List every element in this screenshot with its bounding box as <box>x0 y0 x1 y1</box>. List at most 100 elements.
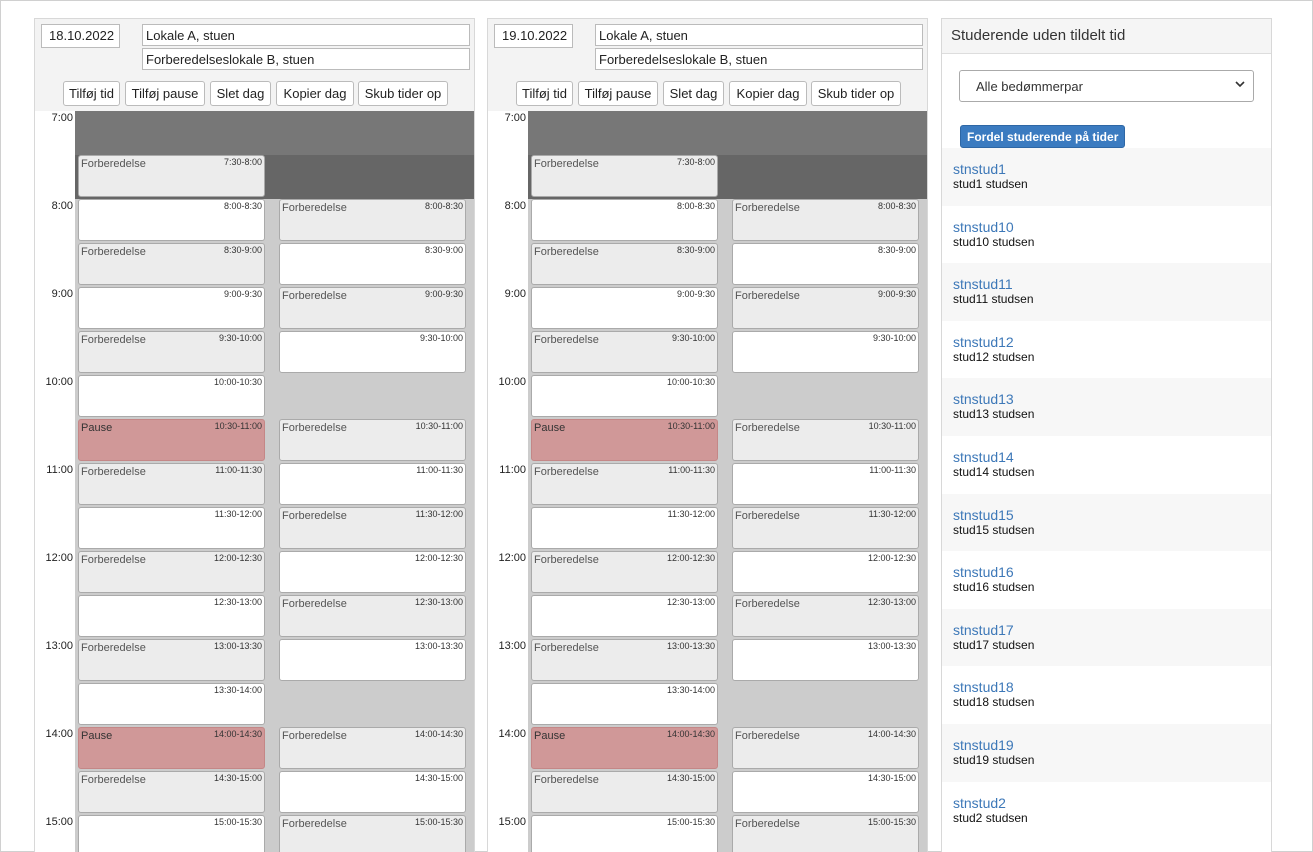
time-slot[interactable]: 9:00-9:30 <box>78 287 265 329</box>
preparation-slot[interactable]: Forberedelse 11:00-11:30 <box>531 463 718 505</box>
add-time-button[interactable]: Tilføj tid <box>63 81 120 106</box>
preparation-slot[interactable]: Forberedelse 9:00-9:30 <box>279 287 466 329</box>
preparation-slot[interactable]: Forberedelse 14:00-14:30 <box>279 727 466 769</box>
time-slot[interactable]: 10:00-10:30 <box>531 375 718 417</box>
student-list-item[interactable]: stnstud2 stud2 studsen <box>942 782 1271 840</box>
time-slot[interactable]: 11:00-11:30 <box>732 463 919 505</box>
time-slot[interactable]: 9:00-9:30 <box>531 287 718 329</box>
student-username-link[interactable]: stnstud13 <box>953 391 1014 408</box>
student-list-item[interactable]: stnstud16 stud16 studsen <box>942 551 1271 609</box>
preparation-slot[interactable]: Forberedelse 14:00-14:30 <box>732 727 919 769</box>
assign-students-button[interactable]: Fordel studerende på tider <box>960 125 1126 148</box>
add-pause-button[interactable]: Tilføj pause <box>125 81 205 106</box>
preparation-slot[interactable]: Forberedelse 12:00-12:30 <box>531 551 718 593</box>
time-slot[interactable]: 14:30-15:00 <box>732 771 919 813</box>
time-slot[interactable]: 13:30-14:00 <box>531 683 718 725</box>
room-input-2[interactable]: Forberedelseslokale B, stuen <box>595 48 923 70</box>
delete-day-button[interactable]: Slet dag <box>210 81 271 106</box>
add-pause-button[interactable]: Tilføj pause <box>578 81 658 106</box>
time-slot[interactable]: 8:00-8:30 <box>78 199 265 241</box>
time-slot[interactable]: 8:30-9:00 <box>279 243 466 285</box>
time-slot[interactable]: 8:30-9:00 <box>732 243 919 285</box>
delete-day-button[interactable]: Slet dag <box>663 81 724 106</box>
time-slot[interactable]: 15:00-15:30 <box>78 815 265 852</box>
student-list-item[interactable]: stnstud17 stud17 studsen <box>942 608 1271 667</box>
time-slot[interactable]: 13:30-14:00 <box>78 683 265 725</box>
student-list-item[interactable]: stnstud11 stud11 studsen <box>942 263 1271 321</box>
student-username-link[interactable]: stnstud12 <box>953 333 1014 350</box>
student-username-link[interactable]: stnstud2 <box>953 794 1006 811</box>
student-list-item[interactable]: stnstud13 stud13 studsen <box>942 378 1271 436</box>
student-username-link[interactable]: stnstud11 <box>953 276 1013 293</box>
student-list-item[interactable]: stnstud12 stud12 studsen <box>942 321 1271 379</box>
time-slot[interactable]: 11:00-11:30 <box>279 463 466 505</box>
time-slot[interactable]: 11:30-12:00 <box>78 507 265 549</box>
time-slot[interactable]: 10:00-10:30 <box>78 375 265 417</box>
preparation-slot[interactable]: Forberedelse 7:30-8:00 <box>78 155 265 197</box>
time-slot[interactable]: 8:00-8:30 <box>531 199 718 241</box>
pause-slot[interactable]: Pause 10:30-11:00 <box>78 419 265 461</box>
time-slot[interactable]: 14:30-15:00 <box>279 771 466 813</box>
preparation-slot[interactable]: Forberedelse 8:00-8:30 <box>732 199 919 241</box>
preparation-slot[interactable]: Forberedelse 14:30-15:00 <box>78 771 265 813</box>
preparation-slot[interactable]: Forberedelse 11:30-12:00 <box>732 507 919 549</box>
room-input-1[interactable]: Lokale A, stuen <box>595 24 923 46</box>
preparation-slot[interactable]: Forberedelse 14:30-15:00 <box>531 771 718 813</box>
preparation-slot[interactable]: Forberedelse 8:30-9:00 <box>531 243 718 285</box>
preparation-slot[interactable]: Forberedelse 11:30-12:00 <box>279 507 466 549</box>
preparation-slot[interactable]: Forberedelse 8:00-8:30 <box>279 199 466 241</box>
student-list-item[interactable]: stnstud10 stud10 studsen <box>942 206 1271 264</box>
preparation-slot[interactable]: Forberedelse 10:30-11:00 <box>279 419 466 461</box>
time-slot[interactable]: 15:00-15:30 <box>531 815 718 852</box>
copy-day-button[interactable]: Kopier dag <box>729 81 807 106</box>
date-input[interactable]: 18.10.2022 <box>41 24 120 48</box>
student-username-link[interactable]: stnstud15 <box>953 506 1014 523</box>
student-username-link[interactable]: stnstud10 <box>953 218 1014 235</box>
preparation-slot[interactable]: Forberedelse 10:30-11:00 <box>732 419 919 461</box>
push-times-up-button[interactable]: Skub tider op <box>811 81 901 106</box>
student-username-link[interactable]: stnstud1 <box>953 161 1006 177</box>
student-list-item[interactable]: stnstud15 stud15 studsen <box>942 493 1271 552</box>
pause-slot[interactable]: Pause 14:00-14:30 <box>78 727 265 769</box>
time-slot[interactable]: 9:30-10:00 <box>279 331 466 373</box>
preparation-slot[interactable]: Forberedelse 13:00-13:30 <box>78 639 265 681</box>
assessor-pair-select[interactable]: Alle bedømmerpar <box>959 70 1254 102</box>
time-slot[interactable]: 12:30-13:00 <box>531 595 718 637</box>
student-username-link[interactable]: stnstud16 <box>953 564 1014 581</box>
time-slot[interactable]: 12:30-13:00 <box>78 595 265 637</box>
room-input-1[interactable]: Lokale A, stuen <box>142 24 470 46</box>
student-username-link[interactable]: stnstud19 <box>953 736 1014 753</box>
preparation-slot[interactable]: Forberedelse 9:30-10:00 <box>78 331 265 373</box>
preparation-slot[interactable]: Forberedelse 13:00-13:30 <box>531 639 718 681</box>
student-username-link[interactable]: stnstud18 <box>953 679 1014 696</box>
preparation-slot[interactable]: Forberedelse 9:30-10:00 <box>531 331 718 373</box>
add-time-button[interactable]: Tilføj tid <box>516 81 573 106</box>
pause-slot[interactable]: Pause 10:30-11:00 <box>531 419 718 461</box>
date-input[interactable]: 19.10.2022 <box>494 24 573 48</box>
copy-day-button[interactable]: Kopier dag <box>276 81 354 106</box>
room-input-2[interactable]: Forberedelseslokale B, stuen <box>142 48 470 70</box>
preparation-slot[interactable]: Forberedelse 15:00-15:30 <box>732 815 919 852</box>
preparation-slot[interactable]: Forberedelse 8:30-9:00 <box>78 243 265 285</box>
preparation-slot[interactable]: Forberedelse 9:00-9:30 <box>732 287 919 329</box>
time-slot[interactable]: 9:30-10:00 <box>732 331 919 373</box>
preparation-slot[interactable]: Forberedelse 12:30-13:00 <box>279 595 466 637</box>
student-list-item[interactable]: stnstud1 stud1 studsen <box>942 148 1271 206</box>
time-slot[interactable]: 13:00-13:30 <box>732 639 919 681</box>
time-slot[interactable]: 13:00-13:30 <box>279 639 466 681</box>
preparation-slot[interactable]: Forberedelse 7:30-8:00 <box>531 155 718 197</box>
time-slot[interactable]: 11:30-12:00 <box>531 507 718 549</box>
student-username-link[interactable]: stnstud17 <box>953 621 1014 638</box>
preparation-slot[interactable]: Forberedelse 12:00-12:30 <box>78 551 265 593</box>
push-times-up-button[interactable]: Skub tider op <box>358 81 448 106</box>
preparation-slot[interactable]: Forberedelse 15:00-15:30 <box>279 815 466 852</box>
pause-slot[interactable]: Pause 14:00-14:30 <box>531 727 718 769</box>
student-username-link[interactable]: stnstud14 <box>953 448 1014 465</box>
student-list-item[interactable]: stnstud14 stud14 studsen <box>942 436 1271 494</box>
time-slot[interactable]: 12:00-12:30 <box>732 551 919 593</box>
preparation-slot[interactable]: Forberedelse 12:30-13:00 <box>732 595 919 637</box>
preparation-slot[interactable]: Forberedelse 11:00-11:30 <box>78 463 265 505</box>
student-list-item[interactable]: stnstud19 stud19 studsen <box>942 723 1271 782</box>
time-slot[interactable]: 12:00-12:30 <box>279 551 466 593</box>
student-list-item[interactable]: stnstud18 stud18 studsen <box>942 666 1271 724</box>
